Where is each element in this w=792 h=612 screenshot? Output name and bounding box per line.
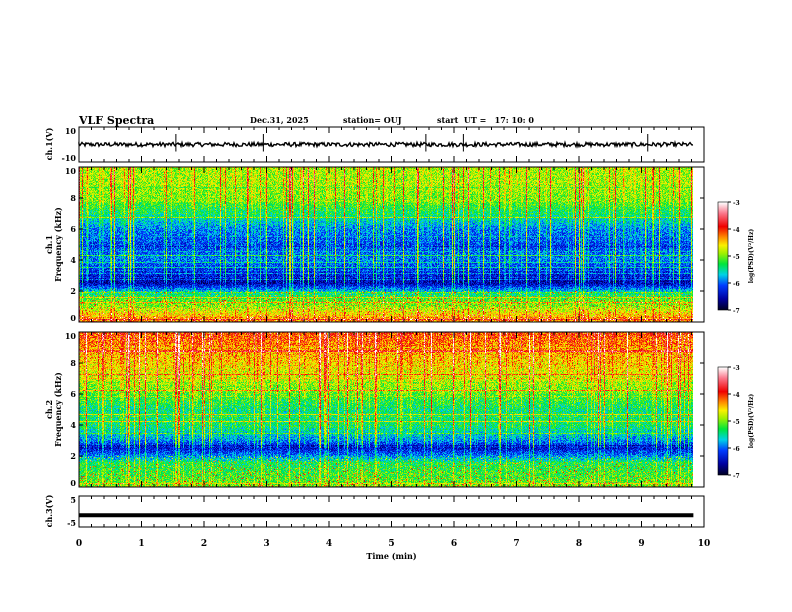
station-label: station= OUJ <box>343 115 402 125</box>
ch1-ylabel: ch.1(V) <box>44 127 54 160</box>
x-tick-label: 7 <box>513 539 519 549</box>
x-axis-label: Time (min) <box>366 551 416 561</box>
spectrogram-ylabel: ch.1Frequency (kHz) <box>44 207 63 282</box>
y-tick-label: -5 <box>67 518 76 528</box>
ch2-spectrogram-image <box>79 332 693 487</box>
colorbar-frame <box>717 366 729 476</box>
y-tick-label: 6 <box>70 224 76 234</box>
ch2-colorbar <box>718 367 728 475</box>
y-tick-label: 4 <box>70 255 76 265</box>
ch1-spectrogram-panel: 0 2 4 6 8 10 ch.1Frequency (kHz) <box>44 166 705 323</box>
colorbar-tick-label: -7 <box>733 473 740 480</box>
colorbar-tick-label: -4 <box>733 392 740 399</box>
ch3-panel: 5 -5 ch.3(V) <box>44 494 705 528</box>
panel-frame <box>78 166 705 323</box>
x-tick-label: 1 <box>138 539 144 549</box>
x-axis: 0 1 2 3 4 5 6 7 8 9 10 Time (min) <box>76 539 710 561</box>
ch1-ylabel-line: ch.1(V) <box>44 127 54 160</box>
colorbar-label: log(PSD)(V²/Hz) <box>748 229 755 284</box>
x-tick-label: 0 <box>76 539 82 549</box>
colorbar-label: log(PSD)(V²/Hz) <box>748 394 755 449</box>
ch1-spectrogram-image <box>79 167 693 322</box>
y-tick-label: 6 <box>70 389 76 399</box>
y-tick-label: 0 <box>70 313 76 323</box>
colorbar-tick-label: -5 <box>733 254 740 261</box>
x-tick-label: 10 <box>698 539 711 549</box>
start-time-label: start UT = 17: 10: 0 <box>437 115 534 125</box>
ch1-trace <box>78 139 694 149</box>
y-tick-label: 10 <box>65 126 77 136</box>
x-tick-label: 8 <box>576 539 582 549</box>
x-tick-label: 2 <box>201 539 207 549</box>
colorbar-tick-label: -3 <box>733 365 740 372</box>
colorbar-tick-label: -6 <box>733 446 740 453</box>
ch3-ylabel: ch.3(V) <box>44 494 54 527</box>
spectrogram-ylabel-line: ch.2 <box>44 400 54 419</box>
colorbar-tick-label: -6 <box>733 281 740 288</box>
y-tick-label: 5 <box>70 495 76 505</box>
y-tick-label: 0 <box>70 478 76 488</box>
y-tick-label: 2 <box>70 286 76 296</box>
x-tick-label: 4 <box>326 539 332 549</box>
colorbar-tick-label: -4 <box>733 227 740 234</box>
ch1-colorbar <box>718 202 728 310</box>
colorbar-frame <box>717 201 729 311</box>
colorbar-tick-label: -7 <box>733 308 740 315</box>
panel-frame <box>78 331 705 488</box>
spectrogram-ylabel-line: Frequency (kHz) <box>53 207 63 282</box>
spectrogram-ylabel-line: Frequency (kHz) <box>53 372 63 447</box>
x-tick-label: 3 <box>263 539 269 549</box>
y-tick-label: 10 <box>65 331 77 341</box>
y-tick-label: 8 <box>70 193 76 203</box>
ch2-spectrogram-panel: 0 2 4 6 8 10 ch.2Frequency (kHz) <box>44 331 705 488</box>
date-label: Dec.31, 2025 <box>250 115 309 125</box>
y-tick-label: 8 <box>70 358 76 368</box>
x-tick-label: 9 <box>638 539 644 549</box>
ch3-ylabel-line: ch.3(V) <box>44 494 54 527</box>
spectrogram-ylabel-line: ch.1 <box>44 235 54 254</box>
x-tick-label: 5 <box>388 539 394 549</box>
y-tick-label: -10 <box>62 153 77 163</box>
y-tick-label: 4 <box>70 420 76 430</box>
colorbars: -3 -4 -5 -6 -7 log(PSD)(V²/Hz) -3 -4 -5 -6 -7 log(P… <box>717 200 755 480</box>
figure-title: VLF Spectra <box>78 114 154 127</box>
colorbar-tick-label: -5 <box>733 419 740 426</box>
colorbar-tick-label: -3 <box>733 200 740 207</box>
x-tick-label: 6 <box>451 539 457 549</box>
y-tick-label: 10 <box>65 166 77 176</box>
spectrogram-ylabel: ch.2Frequency (kHz) <box>44 372 63 447</box>
y-tick-label: 2 <box>70 451 76 461</box>
ch1-panel: 10 -10 ch.1(V) <box>44 126 705 163</box>
